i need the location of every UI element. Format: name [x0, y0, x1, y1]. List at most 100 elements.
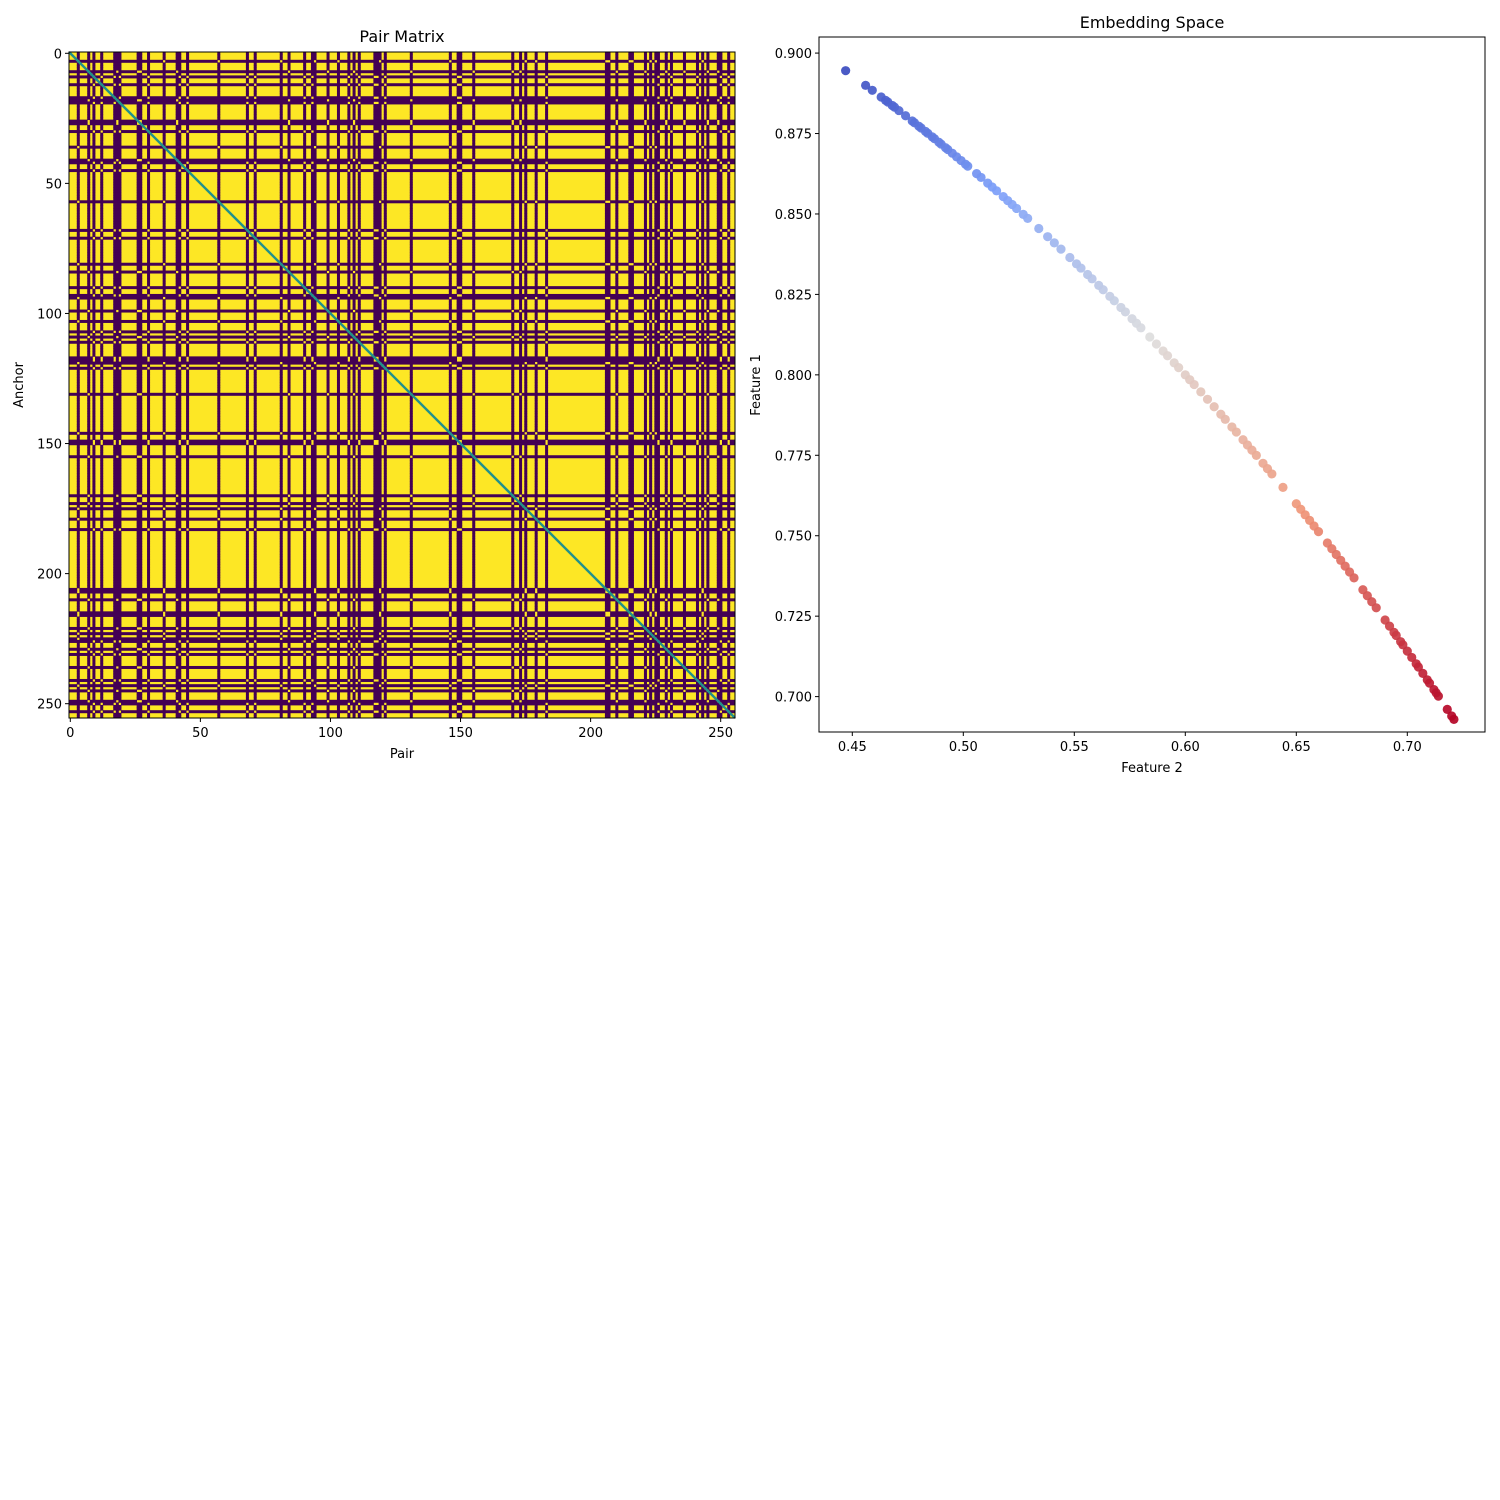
heatmap-cell-run	[701, 278, 705, 282]
heatmap-cell-run	[253, 291, 257, 295]
heatmap-cell-run	[360, 161, 374, 165]
heatmap-cell-run	[649, 182, 653, 186]
heatmap-cell-run	[456, 114, 463, 118]
heatmap-cell-run	[373, 182, 382, 186]
heatmap-cell-run	[279, 239, 283, 243]
heatmap-cell-run	[524, 57, 528, 61]
heatmap-cell-run	[100, 114, 104, 118]
heatmap-cell-run	[511, 78, 515, 82]
heatmap-cell-run	[136, 283, 143, 287]
heatmap-cell-run	[219, 262, 281, 266]
heatmap-cell-run	[682, 195, 686, 199]
heatmap-cell-run	[100, 223, 104, 227]
heatmap-cell-run	[347, 231, 351, 235]
heatmap-cell-run	[336, 132, 340, 136]
heatmap-cell-run	[708, 270, 718, 274]
heatmap-cell-run	[719, 309, 736, 313]
heatmap-cell-run	[604, 275, 611, 279]
heatmap-cell-run	[519, 197, 523, 201]
heatmap-cell-run	[102, 96, 114, 100]
heatmap-cell-run	[92, 208, 96, 212]
heatmap-cell-run	[279, 91, 283, 95]
heatmap-cell-run	[716, 179, 723, 183]
heatmap-cell-run	[669, 91, 673, 95]
heatmap-cell-run	[357, 57, 361, 61]
heatmap-cell-run	[526, 200, 536, 204]
heatmap-cell-run	[381, 319, 450, 323]
heatmap-cell-run	[409, 163, 413, 167]
heatmap-cell-run	[649, 280, 653, 284]
heatmap-cell-run	[695, 345, 699, 349]
heatmap-cell-run	[664, 205, 668, 209]
heatmap-cell-run	[695, 208, 699, 212]
heatmap-cell-run	[701, 192, 705, 196]
heatmap-cell-run	[347, 179, 351, 183]
heatmap-cell-run	[716, 301, 723, 305]
heatmap-cell-run	[279, 223, 283, 227]
heatmap-cell-run	[534, 202, 538, 206]
heatmap-cell-run	[511, 153, 515, 157]
heatmap-cell-run	[69, 293, 93, 297]
heatmap-cell-run	[136, 348, 143, 352]
heatmap-cell-run	[95, 228, 101, 232]
heatmap-cell-run	[336, 62, 340, 66]
heatmap-cell-run	[706, 299, 710, 303]
heatmap-cell-run	[716, 52, 723, 55]
heatmap-cell-run	[472, 252, 476, 256]
heatmap-cell-run	[695, 67, 699, 71]
heatmap-cell-run	[729, 228, 736, 232]
heatmap-cell-run	[357, 143, 361, 147]
heatmap-cell-run	[360, 330, 374, 334]
heatmap-cell-run	[461, 356, 546, 360]
heatmap-cell-run	[279, 184, 283, 188]
heatmap-cell-run	[448, 72, 452, 76]
heatmap-cell-run	[147, 104, 151, 108]
heatmap-cell-run	[701, 213, 705, 217]
heatmap-cell-run	[95, 358, 101, 362]
heatmap-cell-run	[113, 249, 122, 253]
heatmap-cell-run	[604, 117, 611, 121]
heatmap-cell-run	[643, 57, 647, 61]
heatmap-cell-run	[511, 140, 515, 144]
heatmap-cell-run	[162, 187, 166, 191]
heatmap-cell-run	[519, 208, 523, 212]
heatmap-cell-run	[69, 130, 93, 134]
heatmap-cell-run	[113, 143, 122, 147]
heatmap-cell-run	[521, 158, 616, 162]
heatmap-cell-run	[409, 88, 413, 92]
heatmap-cell-run	[448, 202, 452, 206]
heatmap-cell-run	[649, 322, 653, 326]
heatmap-cell-run	[524, 111, 528, 115]
heatmap-cell-run	[727, 249, 731, 253]
heatmap-cell-run	[256, 236, 304, 240]
heatmap-cell-run	[721, 161, 728, 165]
heatmap-cell-run	[303, 127, 307, 131]
heatmap-cell-run	[448, 67, 452, 71]
heatmap-cell-run	[615, 174, 619, 178]
heatmap-cell-run	[279, 265, 283, 269]
heatmap-cell-run	[253, 93, 257, 97]
heatmap-cell-run	[147, 213, 151, 217]
heatmap-cell-run	[669, 150, 673, 154]
heatmap-cell-run	[461, 161, 546, 165]
heatmap-cell-run	[248, 161, 255, 165]
heatmap-cell-run	[100, 364, 104, 368]
heatmap-cell-run	[113, 132, 122, 136]
heatmap-cell-run	[100, 78, 104, 82]
heatmap-cell-run	[716, 111, 723, 115]
heatmap-cell-run	[701, 72, 705, 76]
heatmap-cell-run	[245, 265, 249, 269]
heatmap-cell-run	[604, 54, 611, 58]
heatmap-cell-run	[310, 106, 317, 110]
heatmap-cell-run	[347, 244, 351, 248]
heatmap-cell-run	[628, 137, 634, 141]
heatmap-cell-run	[175, 221, 182, 225]
heatmap-cell-run	[451, 361, 525, 365]
heatmap-cell-run	[409, 267, 413, 271]
heatmap-cell-run	[534, 106, 538, 110]
heatmap-cell-run	[373, 189, 382, 193]
heatmap-cell-run	[303, 338, 307, 342]
heatmap-cell-run	[409, 348, 413, 352]
heatmap-cell-run	[76, 210, 80, 214]
heatmap-cell-run	[287, 306, 291, 310]
